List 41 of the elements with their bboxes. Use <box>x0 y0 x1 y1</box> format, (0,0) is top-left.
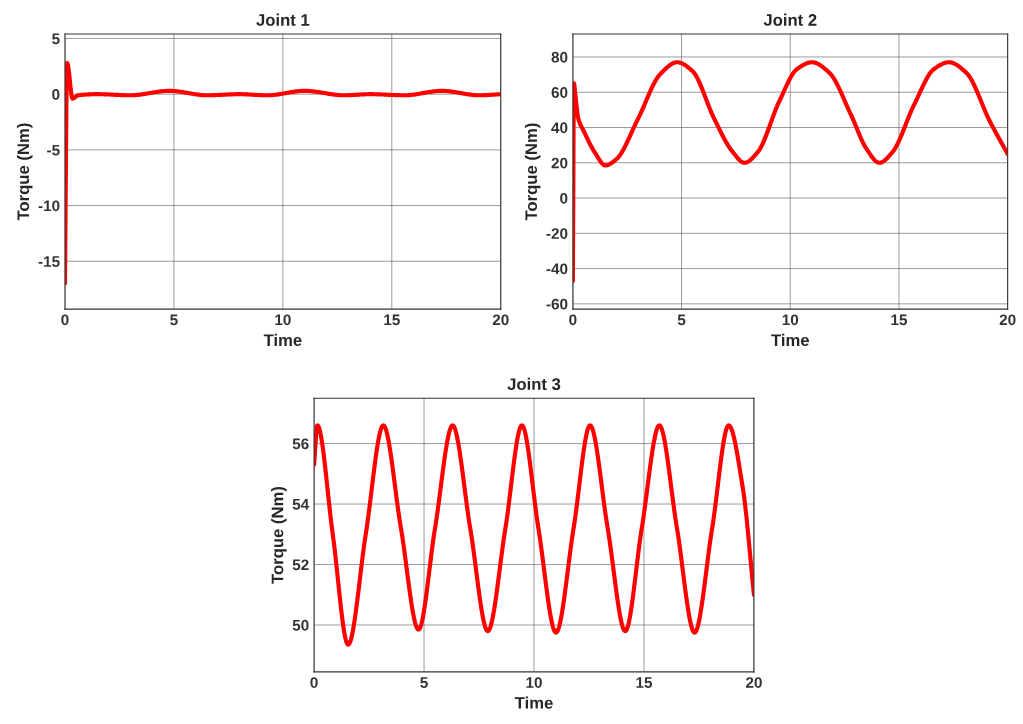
x-tick-label: 20 <box>492 314 509 326</box>
y-tick-label: 80 <box>551 51 568 63</box>
x-tick-label: 10 <box>782 314 799 326</box>
x-tick-label: 0 <box>569 314 577 326</box>
y-tick-label: -5 <box>47 144 60 156</box>
x-tick-label: 0 <box>61 314 69 326</box>
x-tick-label: 10 <box>275 314 291 326</box>
y-tick-label: 0 <box>52 89 60 100</box>
x-axis-title: Time <box>263 333 302 347</box>
y-tick-label: 5 <box>52 33 60 45</box>
chart-title: Joint 1 <box>256 13 310 26</box>
y-axis-title: Torque (Nm) <box>16 123 33 221</box>
y-tick-label: -60 <box>546 298 568 310</box>
y-tick-label: -20 <box>546 228 568 239</box>
y-tick-label: 20 <box>551 157 568 169</box>
y-tick-label: 0 <box>560 192 568 204</box>
y-tick-label: 54 <box>292 499 310 510</box>
x-axis-title: Time <box>514 696 553 709</box>
x-tick-label: 10 <box>526 677 542 688</box>
y-tick-label: -15 <box>38 256 60 267</box>
y-tick-label: 40 <box>551 122 568 134</box>
y-tick-label: -40 <box>546 263 568 275</box>
x-axis-title: Time <box>771 333 809 347</box>
y-tick-label: 60 <box>551 87 568 98</box>
x-tick-label: 5 <box>420 677 428 688</box>
y-tick-label: -10 <box>38 200 60 212</box>
x-tick-label: 0 <box>310 677 318 688</box>
y-axis-title: Torque (Nm) <box>524 123 541 221</box>
x-tick-label: 5 <box>677 314 686 326</box>
x-tick-label: 15 <box>891 314 908 326</box>
x-tick-label: 15 <box>636 677 653 688</box>
y-tick-label: 52 <box>292 559 309 571</box>
y-tick-label: 56 <box>292 438 309 450</box>
x-tick-label: 5 <box>170 314 178 326</box>
x-tick-label: 20 <box>745 677 762 688</box>
x-tick-label: 15 <box>384 314 400 326</box>
y-tick-label: 50 <box>292 619 309 631</box>
y-axis-title: Torque (Nm) <box>271 486 287 584</box>
chart-title: Joint 2 <box>763 13 817 26</box>
x-tick-label: 20 <box>999 314 1016 326</box>
chart-title: Joint 3 <box>507 377 561 391</box>
